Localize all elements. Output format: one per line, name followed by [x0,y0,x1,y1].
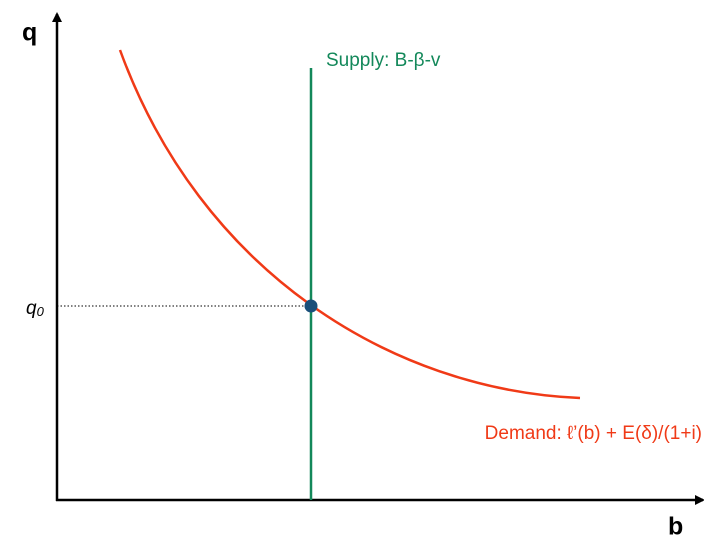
y-axis-label: q [22,19,37,47]
equilibrium-symbol: q [26,298,37,319]
demand-label: Demand: ℓ’(b) + E(δ)/(1+i) [485,423,702,444]
demand-curve [118,49,581,400]
equilibrium-label: q0 [26,298,45,319]
equilibrium-subscript: 0 [37,304,45,319]
x-axis-label: b [668,513,683,541]
supply-label: Supply: B-β-v [326,50,441,71]
equilibrium-point [304,299,318,313]
